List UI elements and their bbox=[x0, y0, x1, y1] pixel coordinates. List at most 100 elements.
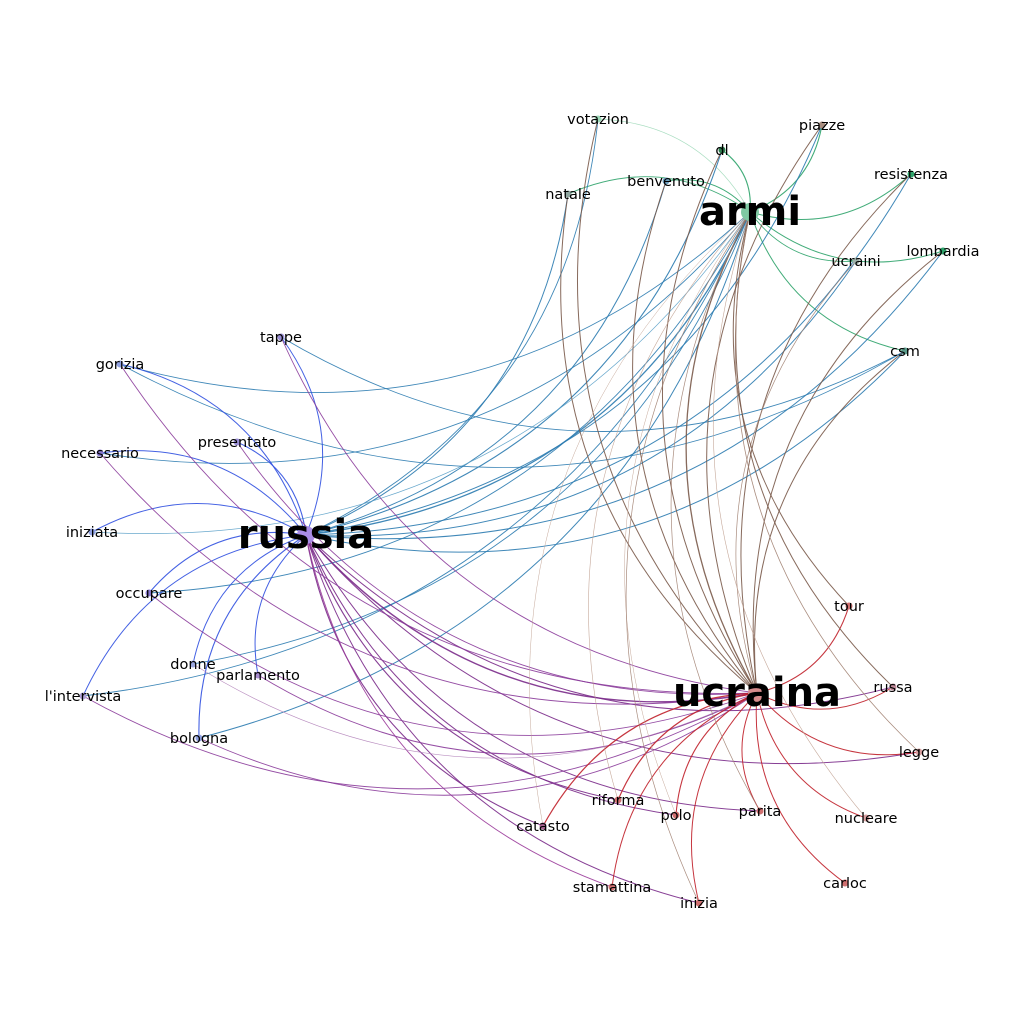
edge-russia-catasto bbox=[305, 534, 544, 827]
node-benvenuto-label: benvenuto bbox=[627, 174, 705, 190]
edge-resistenza-ucraina bbox=[740, 173, 912, 694]
node-inizia-label: inizia bbox=[680, 896, 718, 912]
edge-russia-ucraini bbox=[305, 260, 857, 537]
hub-armi-dot bbox=[741, 203, 759, 221]
edge-ucraina-legge bbox=[756, 692, 920, 756]
edge-l-intervista-armi bbox=[82, 211, 751, 697]
node-presentato-label: presentato bbox=[198, 435, 277, 451]
hub-ucraina-label: ucraina bbox=[673, 670, 841, 716]
node-parita-dot bbox=[756, 807, 764, 815]
edge-armi-tour bbox=[732, 211, 850, 607]
edge-russia-necessario bbox=[99, 450, 307, 536]
edge-russia-natale bbox=[305, 193, 569, 536]
edge-tappe-ucraina bbox=[280, 336, 758, 694]
node-donne-dot bbox=[189, 660, 197, 668]
edge-ucraina-inizia bbox=[690, 692, 758, 904]
edge-ucraina-catasto bbox=[542, 692, 758, 827]
edge-ucraina-nucleare bbox=[756, 692, 867, 819]
edge-russia-inizia bbox=[305, 534, 700, 904]
edge-csm-ucraina bbox=[754, 350, 906, 694]
edge-votazion-ucraina bbox=[577, 118, 758, 694]
node-occupare-dot bbox=[145, 589, 153, 597]
edge-piazze-ucraina bbox=[706, 124, 823, 694]
edge-bologna-ucraina bbox=[198, 692, 758, 796]
edge-ucraini-ucraina bbox=[735, 260, 857, 694]
node-l-intervista-dot bbox=[79, 692, 87, 700]
edge-russia-lombardia bbox=[305, 250, 944, 540]
edge-russia-votazion bbox=[305, 118, 599, 536]
node-riforma-label: riforma bbox=[592, 793, 645, 809]
node-resistenza-label: resistenza bbox=[874, 167, 948, 183]
node-inizia-dot bbox=[695, 899, 703, 907]
node-nucleare-dot bbox=[862, 814, 870, 822]
edge-russia-ucraina bbox=[305, 534, 758, 703]
node-dl-dot bbox=[718, 146, 726, 154]
node-bologna-dot bbox=[195, 734, 203, 742]
edge-ucraina-carloc bbox=[755, 692, 846, 884]
node-russa-dot bbox=[889, 683, 897, 691]
edge-russia-csm bbox=[305, 350, 906, 553]
edge-iniziata-armi bbox=[91, 211, 751, 534]
hub-russia-dot bbox=[297, 526, 315, 544]
hub-ucraina-dot bbox=[748, 684, 766, 702]
edge-lombardia-ucraina bbox=[752, 250, 944, 694]
node-csm-label: csm bbox=[890, 344, 920, 360]
edge-armi-ucraini bbox=[749, 211, 857, 262]
edge-occupare-ucraina bbox=[148, 592, 758, 736]
edges-layer bbox=[82, 118, 944, 904]
edge-russia-presentato bbox=[236, 441, 307, 536]
edge-armi-benvenuto bbox=[665, 179, 751, 213]
edge-russia-russa bbox=[305, 534, 894, 712]
node-legge-label: legge bbox=[899, 745, 939, 761]
node-lombardia-dot bbox=[939, 247, 947, 255]
edge-russia-piazze bbox=[305, 124, 823, 536]
edge-gorizia-ucraina bbox=[119, 363, 758, 694]
edge-russia-polo bbox=[305, 534, 677, 816]
edge-russia-occupare bbox=[148, 531, 307, 594]
edge-russia-iniziata bbox=[91, 503, 307, 536]
edge-russia-benvenuto bbox=[305, 180, 667, 536]
node-carloc-dot bbox=[841, 879, 849, 887]
edge-russia-stamattina bbox=[305, 534, 613, 888]
node-bologna-label: bologna bbox=[170, 731, 228, 747]
node-tour-label: tour bbox=[834, 599, 864, 615]
node-polo-label: polo bbox=[661, 808, 692, 824]
node-parlamento-dot bbox=[254, 671, 262, 679]
edge-armi-riforma bbox=[588, 211, 751, 801]
edge-russia-bologna bbox=[198, 534, 307, 739]
node-catasto-label: catasto bbox=[516, 819, 570, 835]
node-gorizia-label: gorizia bbox=[96, 357, 145, 373]
edge-dl-ucraina bbox=[661, 149, 758, 694]
node-tour-dot bbox=[845, 602, 853, 610]
edge-russia-dl bbox=[305, 149, 723, 536]
node-russa-label: russa bbox=[873, 680, 912, 696]
node-tappe-label: tappe bbox=[260, 330, 302, 346]
edge-necessario-ucraina bbox=[99, 452, 758, 705]
edge-russia-parita bbox=[305, 534, 761, 812]
edge-armi-resistenza bbox=[749, 173, 912, 221]
edge-donne-ucraina bbox=[192, 663, 758, 759]
edge-ucraina-stamattina bbox=[611, 692, 758, 888]
edge-russia-resistenza bbox=[305, 173, 912, 536]
edge-armi-polo bbox=[624, 211, 751, 816]
node-votazion-dot bbox=[594, 115, 602, 123]
node-piazze-dot bbox=[818, 121, 826, 129]
node-carloc-label: carloc bbox=[823, 876, 867, 892]
edge-russia-riforma bbox=[305, 534, 619, 801]
edge-russia-tappe bbox=[280, 336, 324, 536]
edge-parlamento-ucraina bbox=[257, 674, 758, 755]
edge-armi-legge bbox=[735, 211, 920, 753]
node-lombardia-label: lombardia bbox=[907, 244, 980, 260]
node-necessario-dot bbox=[96, 449, 104, 457]
node-votazion-label: votazion bbox=[567, 112, 629, 128]
edge-benvenuto-ucraina bbox=[632, 180, 758, 694]
node-natale-label: natale bbox=[545, 187, 591, 203]
hub-armi-label: armi bbox=[699, 189, 801, 235]
node-labels-layer: votazion piazze dl resistenza natale benvenut… bbox=[45, 112, 980, 912]
node-resistenza-dot bbox=[907, 170, 915, 178]
node-riforma-dot bbox=[614, 796, 622, 804]
node-catasto-dot bbox=[539, 822, 547, 830]
node-parita-label: parita bbox=[739, 804, 782, 820]
edge-ucraina-parita bbox=[741, 692, 761, 812]
